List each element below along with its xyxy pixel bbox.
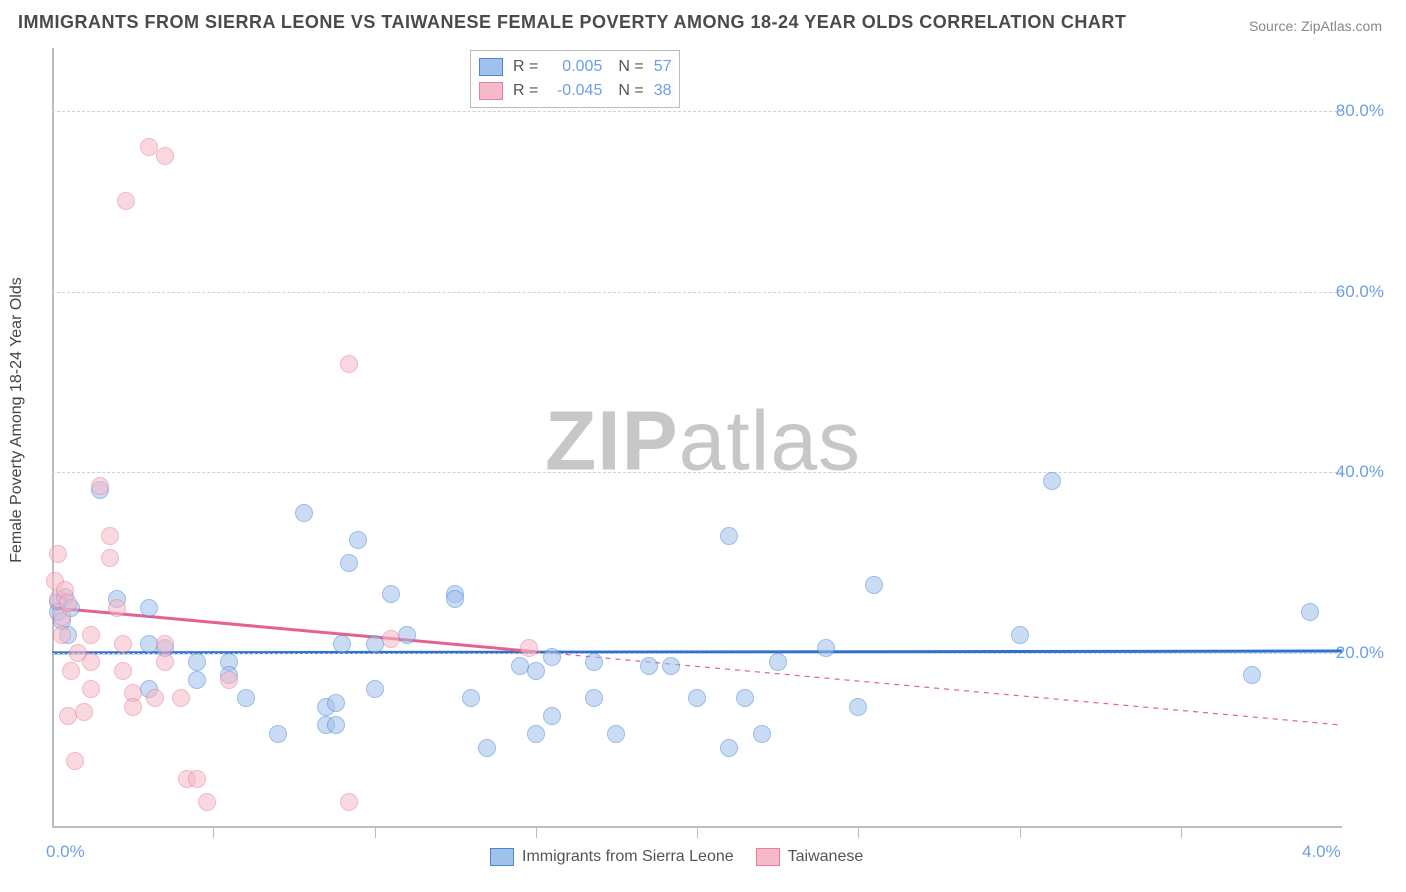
legend: Immigrants from Sierra Leone Taiwanese: [490, 848, 863, 866]
scatter-point: [478, 739, 496, 757]
scatter-point: [101, 527, 119, 545]
r-value-0: 0.005: [548, 58, 602, 76]
scatter-point: [1011, 626, 1029, 644]
n-value-1: 38: [654, 82, 672, 100]
x-tick: [1181, 828, 1182, 838]
x-tick: [1020, 828, 1021, 838]
watermark-bold: ZIP: [545, 394, 679, 488]
scatter-point: [340, 355, 358, 373]
scatter-point: [366, 635, 384, 653]
source-label: Source: ZipAtlas.com: [1249, 18, 1382, 34]
n-value-0: 57: [654, 58, 672, 76]
y-axis-label: Female Poverty Among 18-24 Year Olds: [8, 277, 26, 563]
scatter-point: [198, 793, 216, 811]
legend-item: Taiwanese: [756, 848, 864, 866]
r-label: R =: [513, 58, 538, 76]
scatter-point: [114, 635, 132, 653]
y-tick-label: 20.0%: [1336, 643, 1384, 663]
scatter-point: [82, 626, 100, 644]
scatter-point: [327, 716, 345, 734]
scatter-point: [124, 698, 142, 716]
scatter-point: [82, 653, 100, 671]
gridline-h: [52, 111, 1342, 112]
swatch-series-0: [479, 58, 503, 76]
scatter-point: [527, 725, 545, 743]
scatter-point: [527, 662, 545, 680]
scatter-point: [237, 689, 255, 707]
scatter-point: [543, 707, 561, 725]
scatter-point: [140, 599, 158, 617]
scatter-point: [382, 630, 400, 648]
x-tick-label: 4.0%: [1302, 842, 1341, 862]
scatter-point: [720, 527, 738, 545]
x-tick: [858, 828, 859, 838]
y-tick-label: 80.0%: [1336, 101, 1384, 121]
scatter-point: [101, 549, 119, 567]
y-tick-label: 60.0%: [1336, 282, 1384, 302]
x-tick: [536, 828, 537, 838]
scatter-point: [688, 689, 706, 707]
scatter-point: [340, 793, 358, 811]
gridline-h: [52, 653, 1342, 654]
scatter-point: [585, 689, 603, 707]
scatter-point: [108, 599, 126, 617]
scatter-point: [340, 554, 358, 572]
r-label: R =: [513, 82, 538, 100]
scatter-point: [188, 653, 206, 671]
scatter-point: [172, 689, 190, 707]
legend-label: Taiwanese: [788, 848, 864, 866]
x-tick: [375, 828, 376, 838]
correlation-row: R = 0.005 N = 57: [479, 55, 671, 79]
scatter-point: [75, 703, 93, 721]
legend-item: Immigrants from Sierra Leone: [490, 848, 734, 866]
scatter-point: [114, 662, 132, 680]
chart-title: IMMIGRANTS FROM SIERRA LEONE VS TAIWANES…: [18, 12, 1126, 33]
gridline-h: [52, 472, 1342, 473]
scatter-point: [511, 657, 529, 675]
scatter-point: [640, 657, 658, 675]
x-tick-label: 0.0%: [46, 842, 85, 862]
watermark-light: atlas: [679, 394, 861, 488]
scatter-point: [382, 585, 400, 603]
scatter-point: [53, 626, 71, 644]
n-label: N =: [618, 82, 643, 100]
scatter-point: [269, 725, 287, 743]
scatter-point: [398, 626, 416, 644]
scatter-point: [585, 653, 603, 671]
correlation-row: R = -0.045 N = 38: [479, 79, 671, 103]
scatter-point: [1043, 472, 1061, 490]
scatter-point: [1301, 603, 1319, 621]
scatter-point: [188, 671, 206, 689]
x-tick: [697, 828, 698, 838]
watermark: ZIPatlas: [545, 393, 861, 490]
scatter-point: [769, 653, 787, 671]
scatter-point: [446, 590, 464, 608]
r-value-1: -0.045: [548, 82, 602, 100]
n-label: N =: [618, 58, 643, 76]
swatch-series-1: [479, 82, 503, 100]
correlation-box: R = 0.005 N = 57 R = -0.045 N = 38: [470, 50, 680, 108]
scatter-point: [366, 680, 384, 698]
scatter-point: [156, 635, 174, 653]
y-tick-label: 40.0%: [1336, 462, 1384, 482]
gridline-h: [52, 292, 1342, 293]
scatter-point: [66, 752, 84, 770]
scatter-point: [720, 739, 738, 757]
legend-label: Immigrants from Sierra Leone: [522, 848, 734, 866]
scatter-point: [156, 653, 174, 671]
scatter-point: [140, 138, 158, 156]
swatch-series-0: [490, 848, 514, 866]
scatter-point: [49, 545, 67, 563]
scatter-point: [1243, 666, 1261, 684]
scatter-point: [333, 635, 351, 653]
scatter-point: [295, 504, 313, 522]
swatch-series-1: [756, 848, 780, 866]
x-tick: [213, 828, 214, 838]
scatter-point: [753, 725, 771, 743]
scatter-point: [327, 694, 345, 712]
scatter-point: [82, 680, 100, 698]
